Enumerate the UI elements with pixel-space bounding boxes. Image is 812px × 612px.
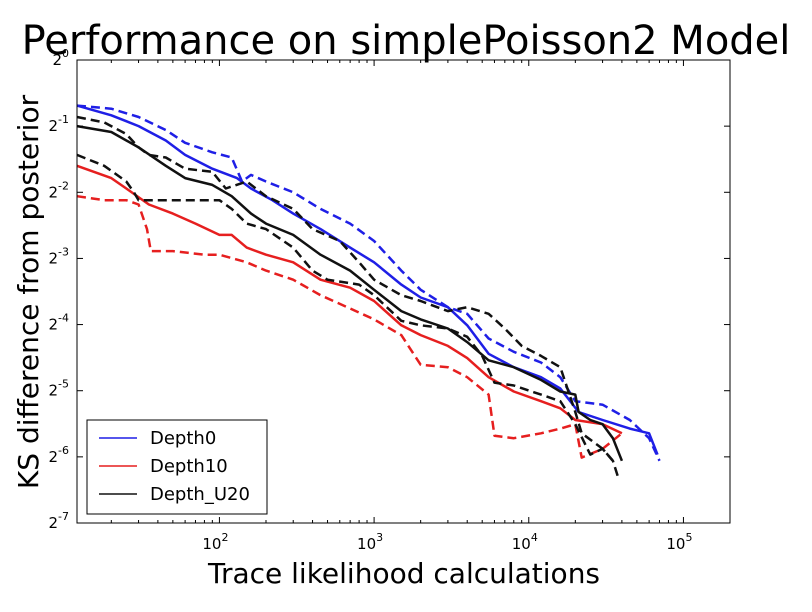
series-line-depth10-solid-2	[76, 164, 623, 435]
legend: Depth0 Depth10 Depth_U20	[86, 419, 268, 515]
legend-box	[86, 419, 268, 515]
y-tick-label: 2-1	[48, 113, 69, 135]
y-tick-label: 2-4	[48, 312, 69, 334]
series-line-depth0-solid-0	[76, 104, 659, 456]
y-axis-ticks: 20 2-1 2-2 2-3 2-4 2-5 2-6 2-7	[48, 47, 730, 532]
legend-label-depth0: Depth0	[150, 428, 216, 449]
y-axis-label: KS difference from posterior	[12, 94, 45, 489]
series-line-band-dashed-3	[76, 194, 623, 459]
x-tick-label: 102	[202, 531, 228, 553]
x-tick-label: 104	[512, 531, 538, 553]
plot-frame	[76, 59, 731, 524]
y-tick-label: 20	[52, 47, 69, 69]
x-axis-label: Trace likelihood calculations	[207, 557, 600, 590]
legend-label-depth10: Depth10	[150, 456, 228, 477]
y-tick-label: 2-5	[48, 378, 69, 400]
chart-title: Performance on simplePoisson2 Model	[22, 18, 791, 64]
series-line-band-dashed-6	[76, 153, 620, 479]
y-tick-label: 2-6	[48, 444, 69, 466]
x-tick-label: 105	[666, 531, 692, 553]
series-line-depth-u20-solid-4	[76, 124, 624, 462]
x-tick-label: 103	[357, 531, 383, 553]
legend-label-depth-u20: Depth_U20	[150, 484, 250, 505]
y-tick-label: 2-2	[48, 179, 69, 201]
y-tick-label: 2-7	[48, 510, 69, 532]
y-tick-label: 2-3	[48, 245, 69, 267]
x-axis-ticks: 102 103 104 105	[110, 60, 731, 553]
series-line-band-dashed-1	[76, 104, 661, 462]
series-layer	[76, 104, 661, 479]
series-line-band-dashed-5	[76, 115, 614, 462]
